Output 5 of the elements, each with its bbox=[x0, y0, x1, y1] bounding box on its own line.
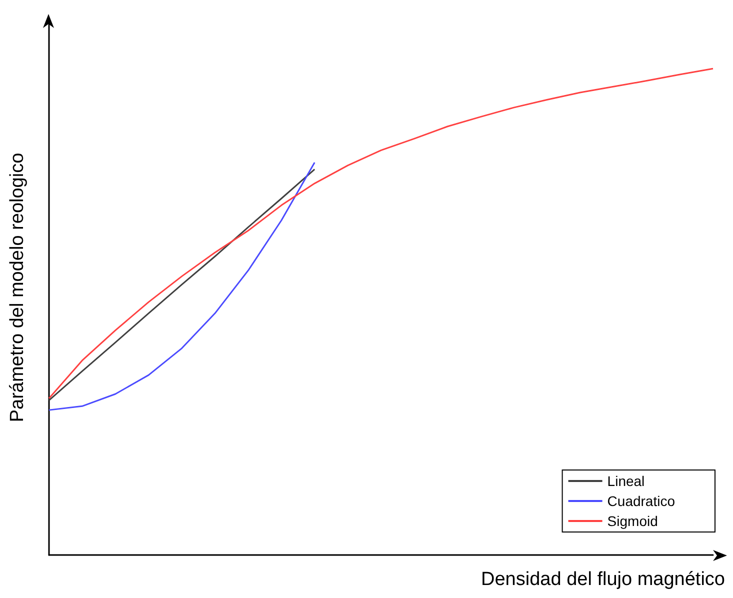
legend-label: Cuadratico bbox=[607, 493, 676, 509]
y-axis-title: Parámetro del modelo reologico bbox=[7, 152, 28, 422]
legend-label: Sigmoid bbox=[607, 513, 658, 529]
legend-label: Lineal bbox=[607, 473, 645, 489]
x-axis-title: Densidad del flujo magnético bbox=[481, 569, 726, 590]
